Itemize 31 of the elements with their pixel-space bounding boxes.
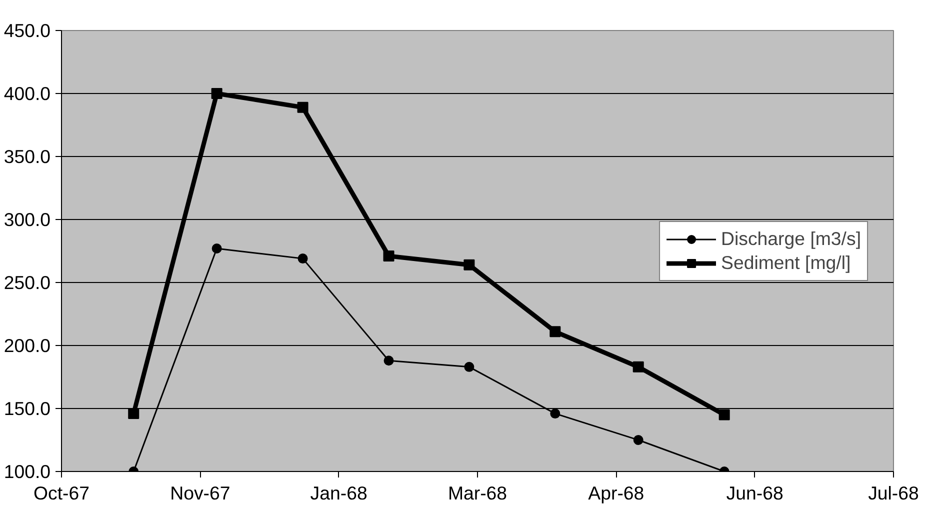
x-tick-label: Apr-68	[588, 482, 644, 504]
x-tick-label: Jul-68	[868, 482, 919, 504]
point	[383, 250, 394, 262]
x-tick-label: Oct-67	[34, 482, 90, 504]
y-tick-label: 100.0	[4, 461, 50, 482]
x-tick-label: Nov-67	[170, 482, 230, 504]
x-tick-label: Jan-68	[310, 482, 368, 504]
y-tick-label: 400.0	[4, 83, 50, 104]
legend-label: Sediment [mg/l]	[721, 252, 851, 274]
x-tick-label: Mar-68	[448, 482, 508, 504]
point	[464, 259, 475, 270]
y-tick-label: 250.0	[4, 272, 50, 293]
y-tick-label: 200.0	[4, 335, 50, 356]
point	[632, 361, 644, 372]
point	[550, 326, 561, 338]
y-tick-label: 450.0	[4, 20, 50, 41]
point	[298, 254, 308, 264]
point	[718, 409, 730, 420]
point	[384, 356, 394, 366]
point	[211, 88, 222, 99]
x-tick-label: Jun-68	[726, 482, 784, 504]
point	[464, 362, 474, 372]
point	[212, 243, 222, 254]
point	[550, 408, 560, 419]
point	[297, 102, 308, 113]
legend-label: Discharge [m3/s]	[721, 228, 861, 250]
y-tick-label: 350.0	[4, 146, 50, 167]
y-tick-label: 300.0	[4, 209, 50, 230]
point	[633, 435, 644, 445]
point	[128, 408, 140, 420]
y-tick-label: 150.0	[4, 398, 50, 419]
